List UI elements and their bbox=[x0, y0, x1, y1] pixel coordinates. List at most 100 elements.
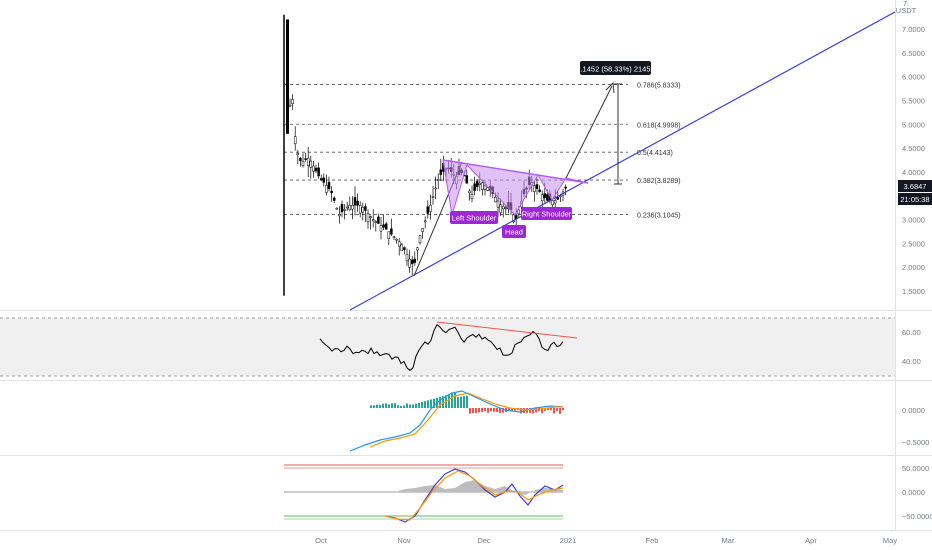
macd-hist-bar bbox=[532, 408, 534, 414]
macd-hist-bar bbox=[373, 405, 375, 408]
macd-hist-bar bbox=[433, 398, 435, 408]
candle-body bbox=[468, 190, 471, 194]
macd-hist-bar bbox=[406, 403, 408, 408]
current-price: 3.6847 bbox=[904, 182, 927, 191]
rsi-line[interactable] bbox=[319, 323, 564, 371]
time-tick: 2021 bbox=[560, 536, 577, 545]
candle-body bbox=[348, 205, 352, 210]
candle-body bbox=[343, 209, 346, 211]
price-axis[interactable]: 7.0000 6.5000 6.0000 5.5000 5.0000 4.5000 4.00… bbox=[902, 25, 925, 296]
candle-body bbox=[553, 200, 557, 204]
left-shoulder-label: Left Shoulder bbox=[452, 214, 497, 223]
candle-body bbox=[535, 184, 539, 189]
signal-line[interactable] bbox=[369, 392, 563, 448]
candle-body bbox=[332, 197, 336, 201]
macd-hist-bar bbox=[454, 392, 456, 408]
candle-body bbox=[481, 182, 484, 190]
candle-body bbox=[551, 200, 554, 206]
bar-countdown: 21:05:38 bbox=[900, 195, 929, 204]
osc-histogram[interactable] bbox=[395, 480, 563, 495]
macd-hist-bar bbox=[553, 408, 555, 414]
candle-body bbox=[421, 228, 424, 232]
rsi-pane[interactable] bbox=[0, 317, 895, 377]
fibonacci-retracement[interactable]: 0.786(5.8333) 0.618(4.9998) 0.5(4.4143) 0.3… bbox=[284, 83, 681, 220]
candle-body bbox=[301, 160, 305, 166]
candle-body bbox=[306, 157, 310, 166]
countdown-badge bbox=[898, 193, 932, 205]
candle-body bbox=[405, 254, 409, 262]
projection-line[interactable] bbox=[565, 85, 613, 179]
candle-body bbox=[353, 197, 357, 206]
candle-body bbox=[286, 19, 289, 134]
osc-tick: −50.0000 bbox=[902, 512, 932, 521]
macd-hist-bar bbox=[469, 408, 471, 414]
macd-hist-bar bbox=[535, 408, 537, 413]
macd-hist-bar bbox=[481, 408, 483, 412]
price-pane[interactable]: 0.786(5.8333) 0.618(4.9998) 0.5(4.4143) 0.3… bbox=[283, 11, 896, 311]
time-tick: May bbox=[883, 536, 897, 545]
candlestick-series[interactable] bbox=[283, 14, 567, 296]
candle-body bbox=[387, 231, 391, 239]
oscillator-pane[interactable] bbox=[284, 464, 564, 523]
fib-level-label: 0.786(5.8333) bbox=[637, 83, 681, 90]
macd-hist-bar bbox=[490, 408, 492, 412]
macd-hist-bar bbox=[382, 403, 384, 408]
macd-hist-bar bbox=[541, 408, 543, 414]
candle-body bbox=[327, 181, 331, 189]
candle-body bbox=[340, 204, 344, 213]
macd-pane[interactable] bbox=[349, 390, 564, 452]
osc-slow-line[interactable] bbox=[384, 470, 564, 521]
macd-hist-bar bbox=[442, 396, 444, 408]
candle-body bbox=[475, 181, 479, 188]
left-shoulder-badge[interactable] bbox=[450, 211, 498, 224]
macd-hist-bar bbox=[502, 408, 504, 413]
candle-body bbox=[397, 241, 401, 247]
macd-hist-bar bbox=[415, 403, 417, 408]
macd-hist-bar bbox=[403, 405, 405, 408]
time-tick: Oct bbox=[315, 536, 328, 545]
candle-body bbox=[330, 190, 333, 193]
fib-level-label: 0.382(3.8289) bbox=[637, 178, 681, 185]
macd-hist-bar bbox=[421, 401, 423, 408]
rsi-divergence-line[interactable] bbox=[436, 321, 578, 339]
price-tick: 4.0000 bbox=[902, 168, 925, 177]
candle-body bbox=[364, 206, 367, 211]
candle-body bbox=[436, 179, 440, 181]
macd-hist-bar bbox=[385, 403, 387, 408]
candle-body bbox=[299, 157, 302, 161]
candle-body bbox=[345, 206, 349, 209]
macd-histogram[interactable] bbox=[370, 392, 564, 414]
macd-hist-bar bbox=[409, 404, 411, 408]
macd-hist-bar bbox=[493, 408, 495, 412]
head-label: Head bbox=[505, 228, 523, 237]
candle-body bbox=[473, 183, 476, 191]
candle-body bbox=[400, 244, 404, 252]
candle-body bbox=[486, 187, 489, 191]
price-tick: 1.5000 bbox=[902, 287, 925, 296]
macd-hist-bar bbox=[508, 408, 510, 411]
candle-body bbox=[431, 196, 435, 198]
macd-hist-bar bbox=[379, 404, 381, 408]
candle-body bbox=[379, 225, 383, 232]
candle-body bbox=[288, 104, 292, 107]
candle-body bbox=[478, 182, 482, 185]
arrow-head-icon bbox=[605, 81, 615, 94]
candle-body bbox=[293, 136, 297, 144]
macd-line[interactable] bbox=[349, 390, 564, 452]
time-axis[interactable]: Oct Nov Dec 2021 Feb Mar Apr May bbox=[315, 536, 897, 545]
price-tick: 4.5000 bbox=[902, 144, 925, 153]
candle-body bbox=[496, 200, 500, 208]
osc-tick: 50.0000 bbox=[902, 464, 929, 473]
macd-hist-bar bbox=[520, 408, 522, 414]
ascending-trendline[interactable] bbox=[349, 11, 896, 311]
candle-body bbox=[314, 167, 318, 172]
candle-body bbox=[408, 258, 411, 268]
macd-hist-bar bbox=[424, 401, 426, 408]
neckline[interactable] bbox=[442, 159, 589, 184]
head-badge[interactable] bbox=[502, 225, 526, 238]
macd-hist-bar bbox=[547, 408, 549, 411]
candle-body bbox=[325, 185, 328, 193]
right-shoulder-badge[interactable] bbox=[521, 207, 572, 220]
candle-body bbox=[361, 207, 365, 213]
